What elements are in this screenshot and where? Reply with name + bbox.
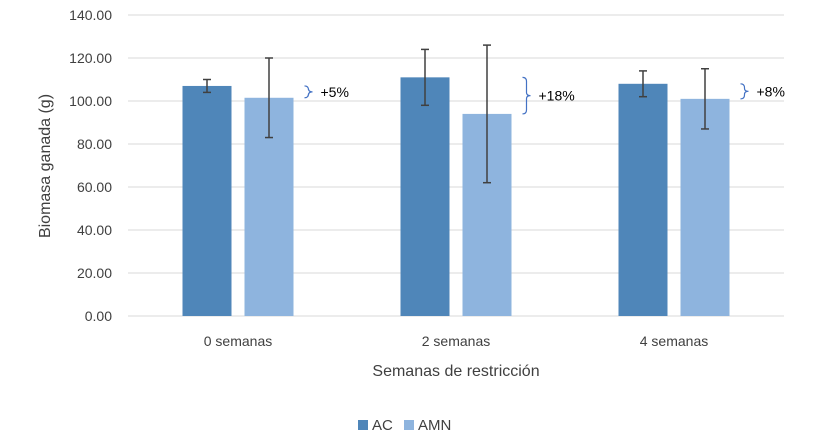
annotation-label: +8% xyxy=(757,83,785,99)
gridlines xyxy=(128,14,784,317)
annotations: +5% +18% +8% xyxy=(304,76,785,115)
y-axis-ticks: 0.00 20.00 40.00 60.00 80.00 100.00 120.00 140.… xyxy=(69,7,112,324)
y-tick-label: 140.00 xyxy=(69,7,112,23)
annotation-label: +18% xyxy=(539,88,575,104)
y-tick-label: 60.00 xyxy=(77,179,112,195)
y-tick-label: 80.00 xyxy=(77,136,112,152)
x-tick-label: 0 semanas xyxy=(204,333,272,349)
y-tick-label: 40.00 xyxy=(77,222,112,238)
y-tick-label: 100.00 xyxy=(69,93,112,109)
y-tick-label: 20.00 xyxy=(77,265,112,281)
annotation-label: +5% xyxy=(321,84,349,100)
y-tick-label: 120.00 xyxy=(69,50,112,66)
x-tick-label: 4 semanas xyxy=(640,333,708,349)
bar-ac-2 xyxy=(618,83,668,316)
legend-label-ac: AC xyxy=(372,417,393,434)
legend: AC AMN xyxy=(358,417,451,434)
bracket-annotation xyxy=(304,85,313,99)
legend-swatch-amn xyxy=(404,420,414,430)
legend-label-amn: AMN xyxy=(418,417,451,434)
legend-swatch-ac xyxy=(358,420,368,430)
error-bars xyxy=(203,44,709,184)
x-axis-title: Semanas de restricción xyxy=(372,363,539,380)
x-axis-ticks: 0 semanas 2 semanas 4 semanas xyxy=(204,333,708,349)
y-tick-label: 0.00 xyxy=(85,308,112,324)
bracket-annotation xyxy=(740,83,749,100)
bars xyxy=(182,77,730,317)
bar-amn-2 xyxy=(680,98,730,316)
bar-ac-0 xyxy=(182,85,232,316)
bracket-annotation xyxy=(522,76,531,115)
y-axis-title: Biomasa ganada (g) xyxy=(37,94,54,238)
x-tick-label: 2 semanas xyxy=(422,333,490,349)
bar-ac-1 xyxy=(400,77,450,316)
